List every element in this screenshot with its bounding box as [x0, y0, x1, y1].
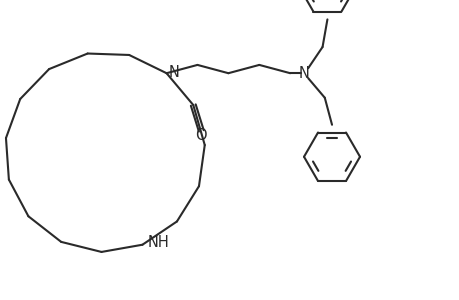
Text: N: N: [168, 65, 179, 80]
Text: N: N: [298, 66, 309, 81]
Text: NH: NH: [147, 235, 169, 250]
Text: O: O: [195, 128, 207, 142]
